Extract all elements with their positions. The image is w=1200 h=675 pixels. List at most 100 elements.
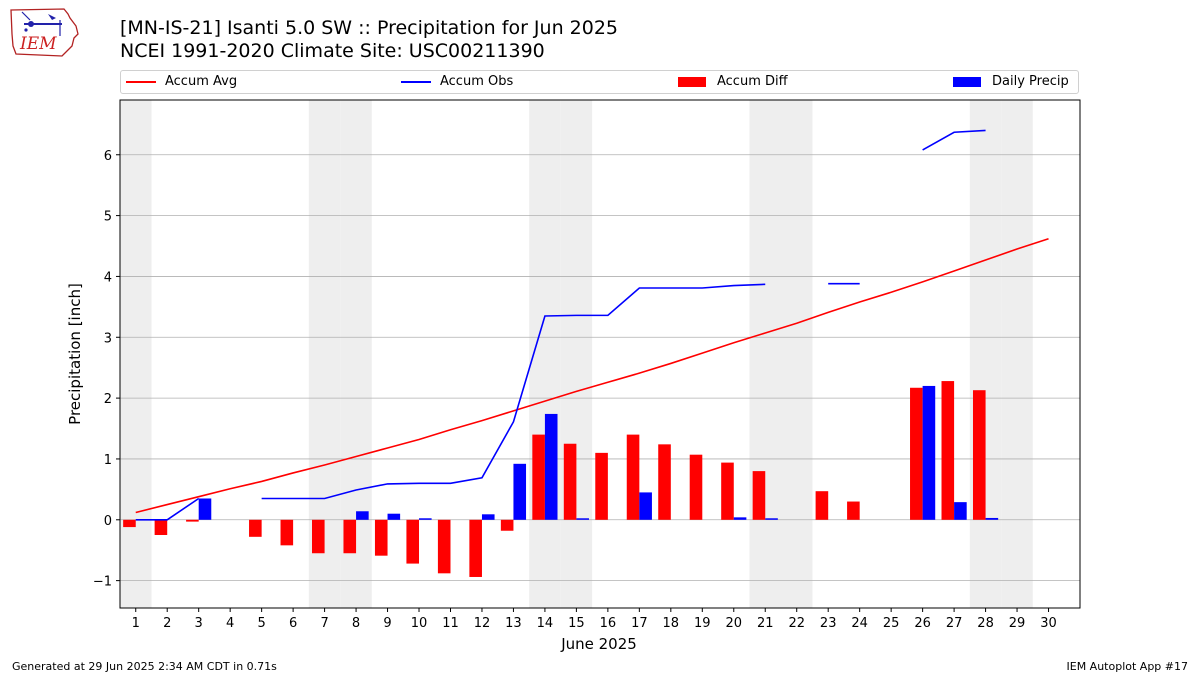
x-tick-label: 29 xyxy=(1009,616,1026,631)
legend: Accum Avg Accum Obs Accum Diff Daily Pre… xyxy=(120,70,1079,94)
x-tick-label: 15 xyxy=(568,616,585,631)
x-tick-label: 22 xyxy=(788,616,805,631)
x-tick-label: 19 xyxy=(694,616,711,631)
accum-diff-bar xyxy=(437,519,451,574)
daily-precip-bar xyxy=(733,517,747,520)
x-tick-label: 14 xyxy=(537,616,554,631)
daily-precip-bar xyxy=(481,514,495,520)
x-tick-label: 8 xyxy=(352,616,360,631)
daily-precip-bar xyxy=(985,517,999,520)
x-tick-label: 3 xyxy=(195,616,203,631)
y-tick-label: 5 xyxy=(104,210,112,225)
x-tick-label: 16 xyxy=(600,616,617,631)
legend-label-daily-precip: Daily Precip xyxy=(992,74,1069,89)
lines xyxy=(135,129,1049,521)
x-tick-label: 18 xyxy=(663,616,680,631)
y-tick-label: 0 xyxy=(104,514,112,529)
daily-precip-bar xyxy=(954,502,967,520)
weekend-band xyxy=(749,100,781,608)
accum-obs-line xyxy=(135,497,200,521)
logo-text: IEM xyxy=(20,34,57,54)
iem-logo: IEM xyxy=(8,6,80,58)
x-tick-label: 1 xyxy=(132,616,140,631)
legend-swatch-accum-obs xyxy=(401,80,431,83)
legend-swatch-accum-avg xyxy=(126,80,156,83)
legend-swatch-daily-precip xyxy=(953,76,981,87)
x-axis-label: June 2025 xyxy=(560,635,637,653)
x-tick-label: 13 xyxy=(505,616,522,631)
legend-item-accum-diff: Accum Diff xyxy=(678,74,788,89)
x-tick-label: 25 xyxy=(883,616,900,631)
legend-item-accum-obs: Accum Obs xyxy=(401,74,513,89)
accum-diff-bar xyxy=(123,519,136,528)
weekend-band xyxy=(1001,100,1033,608)
daily-precip-bar xyxy=(922,385,936,520)
x-tick-label: 7 xyxy=(320,616,328,631)
x-tick-label: 30 xyxy=(1040,616,1057,631)
x-tick-label: 9 xyxy=(383,616,391,631)
daily-precip-bar xyxy=(639,492,652,520)
accum-diff-bar xyxy=(374,519,388,556)
accum-diff-bar xyxy=(972,390,986,520)
y-tick-label: 6 xyxy=(104,149,112,164)
accum-diff-bar xyxy=(469,519,482,577)
weekend-band xyxy=(780,100,813,608)
x-tick-label: 26 xyxy=(914,616,931,631)
x-tick-label: 17 xyxy=(631,616,648,631)
y-tick-label: −1 xyxy=(93,575,112,590)
legend-label-accum-diff: Accum Diff xyxy=(717,74,788,89)
daily-precip-bar xyxy=(544,413,558,520)
accum-diff-bar xyxy=(815,491,829,520)
x-tick-label: 2 xyxy=(163,616,171,631)
x-tick-label: 12 xyxy=(474,616,491,631)
accum-diff-bar xyxy=(500,519,514,531)
daily-precip-bar xyxy=(387,513,401,520)
x-tick-label: 11 xyxy=(442,616,459,631)
accum-diff-bar xyxy=(752,471,766,520)
accum-diff-bar xyxy=(186,519,199,522)
footer-app: IEM Autoplot App #17 xyxy=(1066,660,1189,673)
accum-diff-bar xyxy=(249,519,262,537)
daily-precip-bar xyxy=(198,498,212,520)
accum-diff-bar xyxy=(626,434,640,520)
accum-diff-bar xyxy=(154,519,168,535)
x-tick-label: 4 xyxy=(226,616,234,631)
accum-diff-bar xyxy=(941,381,955,520)
accum-diff-bar xyxy=(532,434,545,520)
daily-precip-bar xyxy=(576,518,589,520)
weekend-bands xyxy=(120,100,1033,608)
daily-precip-bar xyxy=(356,511,369,520)
plot-frame xyxy=(119,99,1081,609)
y-tick-label: 2 xyxy=(104,392,112,407)
x-tick-label: 21 xyxy=(757,616,774,631)
accum-diff-bar xyxy=(910,387,923,520)
bars xyxy=(123,381,999,577)
weekend-band xyxy=(120,100,152,608)
accum-diff-bar xyxy=(312,519,325,554)
x-tick-label: 28 xyxy=(977,616,994,631)
accum-diff-bar xyxy=(280,519,294,546)
daily-precip-bar xyxy=(419,518,432,520)
legend-swatch-accum-diff xyxy=(678,76,706,87)
accum-diff-bar xyxy=(406,519,420,564)
daily-precip-bar xyxy=(765,518,778,520)
weekend-band xyxy=(969,100,1002,608)
y-tick-label: 3 xyxy=(104,331,112,346)
y-tick-label: 1 xyxy=(104,453,112,468)
x-tick-label: 23 xyxy=(820,616,837,631)
x-tick-label: 5 xyxy=(257,616,265,631)
accum-avg-line xyxy=(135,237,1049,514)
y-tick-label: 4 xyxy=(104,270,112,285)
daily-precip-bar xyxy=(513,463,527,520)
x-tick-label: 20 xyxy=(725,616,742,631)
x-tick-label: 10 xyxy=(411,616,428,631)
footer-generated: Generated at 29 Jun 2025 2:34 AM CDT in … xyxy=(12,660,277,673)
accum-diff-bar xyxy=(563,443,577,520)
x-tick-label: 27 xyxy=(946,616,963,631)
accum-diff-bar xyxy=(595,452,608,520)
accum-diff-bar xyxy=(721,462,734,520)
y-axis-label: Precipitation [inch] xyxy=(66,283,84,425)
weekend-band xyxy=(560,100,593,608)
